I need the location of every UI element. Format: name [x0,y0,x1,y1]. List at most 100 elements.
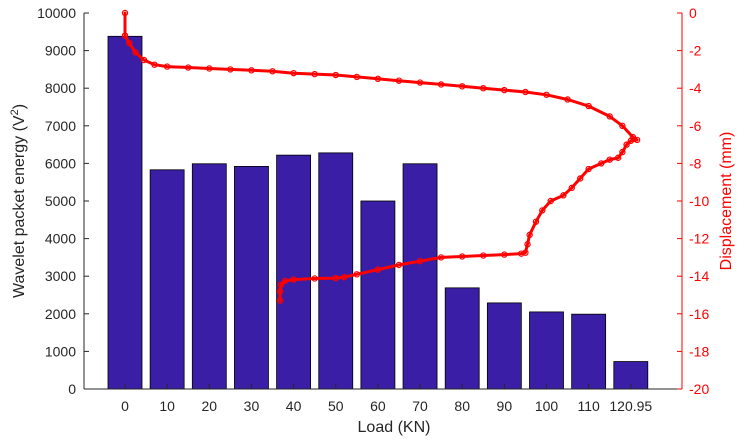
displacement-point-43 [532,218,540,225]
left-y-axis: 0 1000 2000 3000 4000 5000 6000 7000 8000 9000 100… [37,5,89,397]
displacement-point-42 [539,207,546,214]
displacement-point-24 [543,91,550,98]
bar-110 [571,313,607,390]
displacement-point-36 [598,160,605,167]
left-tick-label-1000: 1000 [45,343,76,359]
displacement-point-44 [526,231,533,239]
x-axis-title: Load (KN) [358,419,431,436]
displacement-point-45 [524,241,531,248]
displacement-point-8 [206,65,213,72]
displacement-point-0 [121,9,129,17]
displacement-point-7 [185,64,192,71]
displacement-point-1 [121,32,129,39]
left-y-axis-title-close: ) [11,104,28,109]
x-tick-label-30: 30 [244,398,260,414]
displacement-point-38 [577,175,584,182]
bar-10 [149,169,185,390]
bar-30 [234,166,269,390]
x-axis: 0 10 20 30 40 50 60 70 80 90 100 110 120.95 [84,384,682,414]
displacement-point-30 [633,136,641,144]
displacement-point-19 [437,81,445,88]
displacement-point-5 [151,61,158,68]
displacement-point-58 [311,275,318,282]
displacement-point-50 [459,253,466,260]
left-y-axis-title-superscript: 2 [9,109,21,115]
displacement-point-14 [332,71,339,79]
displacement-point-4 [140,56,148,64]
displacement-point-3 [132,49,139,56]
displacement-point-34 [614,154,622,161]
displacement-point-22 [501,86,508,94]
left-tick-label-9000: 9000 [45,43,76,59]
left-tick-label-2000: 2000 [45,306,76,322]
displacement-point-60 [281,277,289,285]
x-tick-label-120.95: 120.95 [609,398,652,414]
right-tick-label-0: 0 [689,5,697,21]
displacement-point-28 [619,122,626,130]
x-tick-label-70: 70 [412,398,428,414]
displacement-point-52 [416,257,424,265]
x-tick-label-110: 110 [577,398,600,414]
left-tick-label-5000: 5000 [45,193,76,209]
displacement-point-13 [311,70,318,78]
displacement-point-54 [374,266,382,273]
displacement-point-61 [277,281,285,288]
displacement-point-6 [163,63,171,70]
right-y-axis-title: Displacement (mm) [718,132,735,271]
x-tick-label-40: 40 [286,398,302,414]
displacement-point-9 [227,66,234,73]
bar-0 [107,35,143,390]
left-tick-label-4000: 4000 [45,231,76,247]
left-tick-label-0: 0 [68,381,76,397]
displacement-point-57 [332,274,339,282]
right-tick-label--12: -12 [689,231,709,247]
left-y-axis-title: Wavelet packet energy (V2) [9,104,28,298]
right-tick-label--4: -4 [689,80,702,96]
displacement-point-62 [276,288,284,295]
displacement-point-17 [395,77,403,84]
displacement-point-23 [522,88,529,96]
left-tick-label-6000: 6000 [45,155,76,171]
bar-40 [276,154,312,390]
displacement-point-16 [374,75,382,83]
right-tick-label--18: -18 [689,343,709,359]
displacement-point-53 [395,261,403,269]
bars-group [107,35,649,390]
displacement-point-25 [564,96,571,103]
right-y-axis: 0 -2 -4 -6 -8 -10 -12 -14 -16 -18 -20 [677,5,709,397]
displacement-point-51 [437,254,445,261]
right-tick-label--14: -14 [689,268,709,284]
displacement-point-49 [480,252,487,259]
displacement-point-56 [340,273,348,281]
displacement-point-41 [547,197,554,205]
displacement-point-2 [126,39,133,47]
displacement-point-26 [585,102,592,110]
bar-60 [360,200,396,390]
displacement-point-46 [522,249,529,256]
bar-50 [318,152,354,390]
left-tick-label-7000: 7000 [45,118,76,134]
right-tick-label--16: -16 [689,306,709,322]
x-tick-label-0: 0 [121,398,129,414]
displacement-point-59 [290,276,297,283]
x-tick-label-100: 100 [535,398,559,414]
left-y-axis-title-main: Wavelet packet energy (V [11,115,28,298]
x-tick-label-90: 90 [497,398,513,414]
bar-100 [529,311,564,390]
bar-70 [402,163,438,390]
x-tick-label-10: 10 [159,398,175,414]
right-tick-label--8: -8 [689,155,702,171]
right-tick-label--20: -20 [689,381,709,397]
bar-80 [444,287,480,390]
displacement-point-21 [480,84,487,92]
displacement-point-11 [269,68,276,75]
bar-90 [486,302,522,390]
displacement-point-39 [568,184,575,192]
displacement-point-40 [560,192,567,199]
displacement-point-47 [518,250,525,257]
x-tick-label-80: 80 [454,398,470,414]
displacement-point-48 [501,251,508,258]
left-tick-label-10000: 10000 [37,5,76,21]
displacement-point-27 [606,113,613,120]
